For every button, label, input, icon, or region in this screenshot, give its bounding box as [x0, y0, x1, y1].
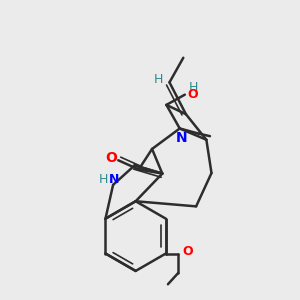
Text: H: H: [188, 81, 198, 94]
Text: O: O: [182, 245, 193, 258]
Text: N: N: [176, 131, 188, 145]
Text: O: O: [187, 88, 198, 101]
Text: N: N: [109, 173, 119, 186]
Text: H: H: [154, 73, 163, 86]
Text: H: H: [99, 173, 109, 186]
Text: O: O: [105, 151, 117, 165]
